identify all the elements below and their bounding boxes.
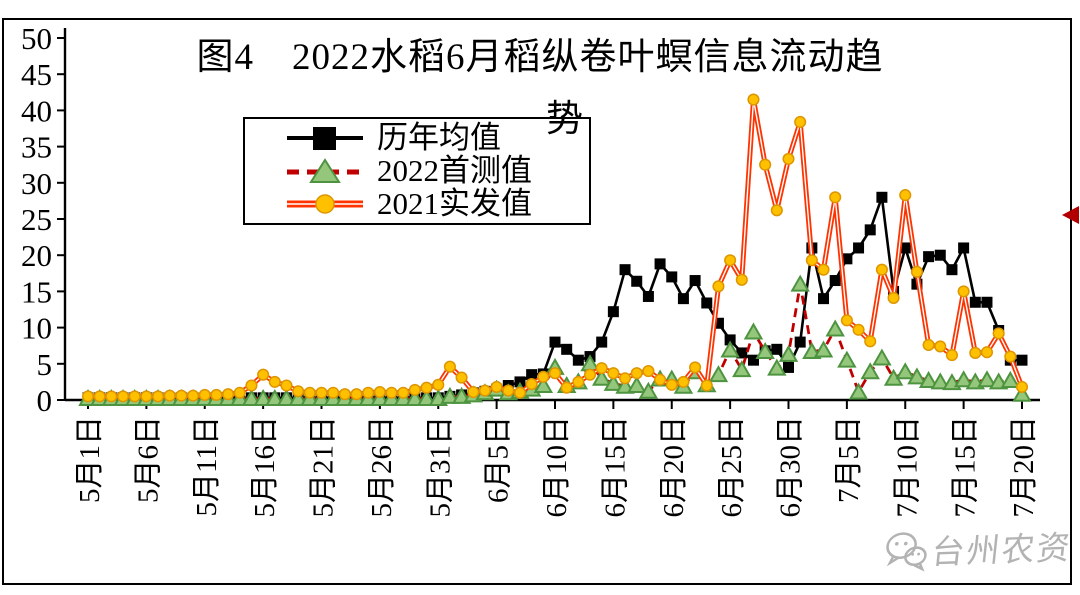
x-tick-label: 6月15日 — [599, 416, 631, 518]
y-tick-label: 15 — [21, 274, 52, 309]
yellow-circle-red-line-icon — [287, 194, 363, 215]
y-tick-label: 40 — [21, 93, 52, 128]
page-title-wrap: 势 — [546, 99, 583, 140]
x-tick-label: 7月5日 — [833, 416, 865, 503]
watermark: 台州农资 — [882, 521, 1075, 576]
x-tick-label: 5月21日 — [308, 416, 340, 518]
y-tick-label: 0 — [37, 383, 53, 418]
y-tick-label: 50 — [21, 21, 52, 56]
legend-item-hist-avg: 历年均值 — [245, 121, 589, 154]
y-tick-label: 45 — [21, 57, 52, 92]
x-tick-label: 5月6日 — [132, 416, 164, 503]
x-tick-label: 6月30日 — [775, 416, 807, 518]
x-axis-labels: 5月1日 5月6日 5月11日 5月16日 5月21日 5月26日 5月31日 6月5日 6月1… — [74, 400, 1040, 518]
x-tick-label: 5月31日 — [424, 416, 456, 518]
wechat-icon — [886, 532, 927, 572]
series-2022-first — [78, 274, 1032, 407]
watermark-text: 台州农资 — [929, 530, 1074, 572]
x-tick-label: 6月20日 — [658, 416, 690, 518]
y-tick-label: 35 — [21, 130, 52, 165]
legend-label: 2022首测值 — [377, 152, 532, 188]
x-tick-label: 5月26日 — [366, 416, 398, 518]
legend: 历年均值 2022首测值 2021实发值 — [243, 117, 591, 225]
y-tick-label: 30 — [21, 166, 52, 201]
legend-item-2022-first: 2022首测值 — [245, 154, 589, 187]
series-2021-actual — [81, 93, 1029, 403]
x-tick-label: 5月11日 — [191, 416, 223, 516]
y-tick-label: 5 — [37, 347, 53, 382]
y-tick-label: 20 — [21, 238, 52, 273]
x-tick-label: 6月10日 — [541, 416, 573, 518]
legend-label: 历年均值 — [377, 119, 501, 155]
x-tick-label: 5月1日 — [74, 416, 106, 503]
y-tick-label: 25 — [21, 202, 52, 237]
page-title: 图4 2022水稻6月稻纵卷叶螟信息流动趋 — [196, 37, 884, 78]
left-arrow-icon — [1062, 206, 1079, 224]
x-tick-label: 5月16日 — [249, 416, 281, 518]
x-tick-label: 6月25日 — [716, 416, 748, 518]
x-tick-label: 6月5日 — [483, 416, 515, 503]
x-tick-label: 7月20日 — [1008, 416, 1040, 518]
y-tick-label: 10 — [21, 311, 52, 346]
x-tick-label: 7月15日 — [950, 416, 982, 518]
x-tick-label: 7月10日 — [891, 416, 923, 518]
legend-label: 2021实发值 — [377, 186, 532, 222]
black-square-line-icon — [287, 126, 363, 150]
green-triangle-dashed-line-icon — [287, 158, 363, 183]
legend-item-2021-actual: 2021实发值 — [245, 188, 589, 221]
